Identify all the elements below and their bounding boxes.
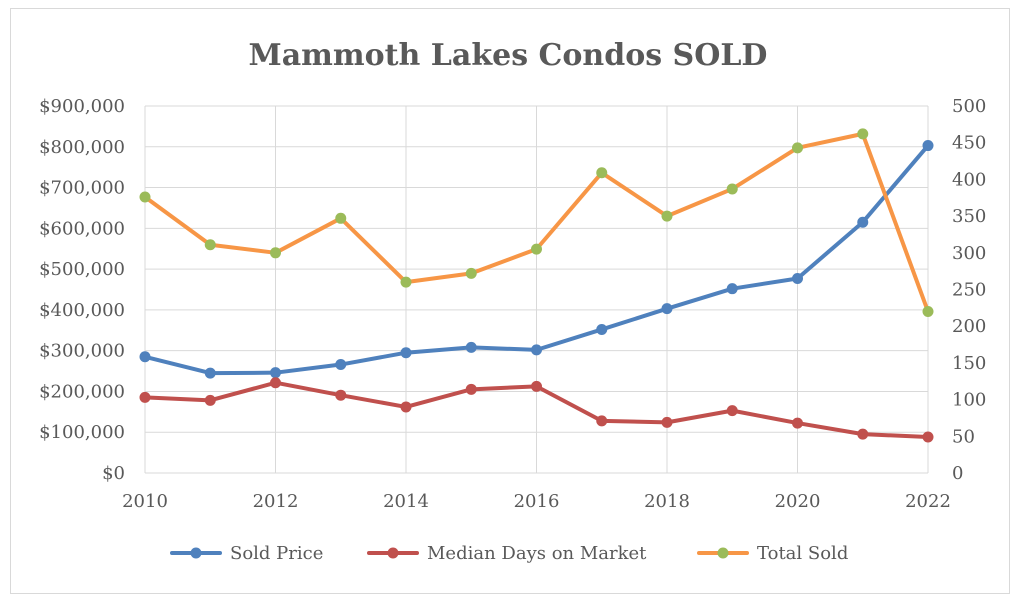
series-group [139,128,934,443]
right-tick-label: 50 [952,426,975,447]
left-tick-label: $300,000 [39,341,125,362]
right-tick-label: 0 [952,463,963,484]
total-sold-point [792,142,803,154]
right-tick-label: 400 [952,169,986,190]
right-tick-label: 150 [952,353,986,374]
legend-swatch-marker [190,547,202,559]
sold-price-point [531,344,542,356]
x-axis-ticks: 2010 2012 2014 2016 2018 2020 2022 [122,491,951,512]
right-tick-label: 350 [952,206,986,227]
total-sold-point [139,191,151,203]
total-sold-point [204,239,216,251]
x-tick-label: 2018 [644,491,690,512]
x-tick-label: 2012 [253,491,299,512]
legend-item-median-days-on-market: Median Days on Market [367,543,647,564]
sold-price-point [139,351,151,363]
total-sold-point [270,247,281,259]
right-tick-label: 300 [952,243,986,264]
sold-price-point [661,303,673,315]
chart-title: Mammoth Lakes Condos SOLD [249,38,768,73]
median-days-on-market-point [465,383,477,395]
sold-price-point [726,283,738,295]
left-tick-label: $500,000 [39,259,125,280]
left-tick-label: $700,000 [39,178,125,199]
legend-item-total-sold: Total Sold [697,543,848,564]
median-days-on-market-point [270,377,281,389]
x-tick-label: 2022 [905,491,951,512]
x-tick-label: 2020 [775,491,821,512]
legend-swatch-marker [717,547,729,559]
median-days-on-market-point [400,401,412,413]
right-tick-label: 100 [952,390,986,411]
sold-price-point [922,140,934,152]
right-tick-label: 250 [952,280,986,301]
median-days-on-market-point [596,415,608,427]
x-tick-label: 2014 [383,491,429,512]
total-sold-point [726,183,738,195]
right-tick-label: 200 [952,316,986,337]
sold-price-point [792,272,803,284]
legend-label: Total Sold [757,543,848,564]
total-sold-point [857,128,869,140]
sold-price-point [335,359,347,371]
total-sold-point [531,243,542,255]
total-sold-point [922,306,934,318]
left-tick-label: $0 [102,463,125,484]
legend-label: Median Days on Market [427,543,647,564]
median-days-on-market-point [726,405,738,417]
median-days-on-market-point [335,389,347,401]
legend-label: Sold Price [230,543,323,564]
left-tick-label: $800,000 [39,137,125,158]
left-tick-label: $100,000 [39,422,125,443]
left-tick-label: $600,000 [39,218,125,239]
median-days-on-market-point [661,416,673,428]
legend-item-sold-price: Sold Price [170,543,323,564]
legend: Sold Price Median Days on Market Total Sol… [170,543,848,564]
total-sold-point [400,276,412,288]
median-days-on-market-point [792,417,803,429]
sold-price-point [204,367,216,379]
total-sold-point [596,167,608,179]
total-sold-point [335,212,347,224]
median-days-on-market-point [857,428,869,440]
sold-price-point [857,216,869,228]
legend-swatch-marker [387,547,399,559]
gridlines [144,105,929,474]
left-axis-ticks: $0 $100,000 $200,000 $300,000 $400,000 $500,0… [39,96,125,484]
right-tick-label: 500 [952,96,986,117]
median-days-on-market-point [922,431,934,443]
right-tick-label: 450 [952,133,986,154]
median-days-on-market-point [139,391,151,403]
median-days-on-market-point [204,394,216,406]
median-days-on-market-point [531,380,542,392]
left-tick-label: $900,000 [39,96,125,117]
sold-price-point [400,347,412,359]
total-sold-point [661,210,673,222]
sold-price-point [270,367,281,379]
x-tick-label: 2010 [122,491,168,512]
sold-price-point [596,323,608,335]
right-axis-ticks: 0 50 100 150 200 250 300 350 400 450 500 [952,96,986,484]
left-tick-label: $400,000 [39,300,125,321]
sold-price-point [465,341,477,353]
x-tick-label: 2016 [514,491,560,512]
left-tick-label: $200,000 [39,381,125,402]
total-sold-point [465,267,477,279]
